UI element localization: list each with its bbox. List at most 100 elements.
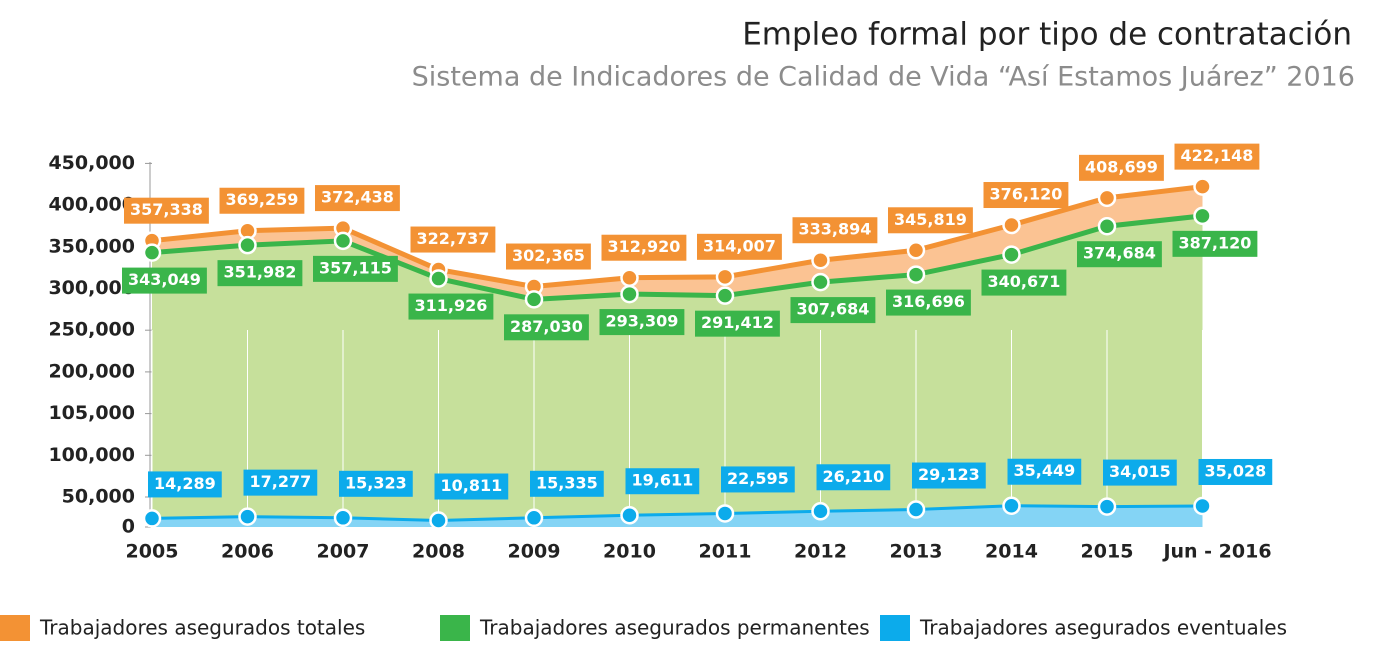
data-label: 376,120 (983, 182, 1069, 209)
label-box (1172, 230, 1258, 257)
series-line (151, 213, 1203, 302)
data-label: 35,449 (1007, 458, 1082, 485)
data-label: 357,115 (313, 255, 398, 282)
data-point (906, 241, 926, 260)
label-box (530, 470, 604, 497)
data-label: 307,684 (790, 297, 876, 324)
data-label: 10,811 (434, 473, 509, 500)
data-point (524, 508, 544, 528)
data-point (1002, 496, 1021, 515)
data-label: 316,696 (886, 289, 971, 316)
label-box (625, 468, 700, 495)
series-line (151, 184, 1203, 290)
label-text: 291,412 (701, 313, 774, 332)
label-box (792, 217, 878, 244)
y-tick-label: 105,000 (48, 402, 135, 424)
data-point (715, 286, 735, 305)
label-box (148, 471, 222, 498)
data-point (429, 269, 448, 288)
data-point (811, 272, 830, 292)
legend-swatch (440, 615, 470, 641)
label-text: 340,671 (988, 272, 1061, 291)
label-box (981, 269, 1067, 296)
label-box (695, 310, 780, 337)
legend-label: Trabajadores asegurados totales (39, 616, 365, 640)
data-label: 15,323 (339, 470, 413, 497)
data-point (620, 268, 639, 287)
data-label: 322,737 (410, 226, 496, 253)
label-box (339, 470, 413, 497)
data-label: 291,412 (695, 310, 780, 337)
label-text: 287,030 (510, 317, 583, 336)
label-text: 35,028 (1205, 461, 1267, 480)
data-label: 34,015 (1103, 459, 1177, 486)
data-point (1193, 206, 1212, 226)
label-box (410, 226, 496, 253)
x-tick-label: 2012 (794, 541, 847, 563)
label-box (122, 267, 207, 294)
data-point (620, 284, 639, 304)
label-text: 343,049 (128, 270, 201, 289)
label-text: 10,811 (441, 476, 503, 495)
label-box (888, 207, 973, 234)
label-text: 316,696 (892, 292, 965, 311)
label-box (408, 293, 494, 320)
data-point (1097, 188, 1117, 208)
series-line (151, 504, 1203, 523)
label-text: 293,309 (606, 312, 679, 331)
y-tick-label: 50,000 (62, 486, 135, 508)
x-tick-label: Jun - 2016 (1161, 541, 1271, 563)
area-eventuales (152, 505, 1203, 527)
label-text: 15,323 (345, 473, 407, 492)
data-label: 345,819 (888, 207, 973, 234)
data-label: 26,210 (816, 464, 891, 491)
legend-label: Trabajadores asegurados permanentes (479, 616, 870, 640)
data-point (715, 504, 735, 523)
y-tick-label: 100,000 (48, 444, 135, 466)
label-box (1077, 241, 1162, 268)
data-label: 422,148 (1174, 143, 1260, 170)
label-text: 307,684 (797, 300, 870, 319)
label-text: 19,611 (632, 471, 694, 490)
label-box (912, 462, 986, 489)
chart-subtitle: Sistema de Indicadores de Calidad de Vid… (412, 62, 1355, 93)
label-text: 322,737 (417, 229, 490, 248)
label-box (1007, 458, 1082, 485)
data-point (142, 509, 162, 528)
data-point (1193, 177, 1212, 196)
label-box (434, 473, 509, 500)
data-label: 357,338 (124, 197, 209, 224)
label-box (506, 243, 591, 270)
label-box (697, 233, 782, 260)
label-text: 408,699 (1085, 157, 1158, 176)
data-label: 408,699 (1079, 154, 1164, 181)
label-box (601, 234, 687, 261)
label-text: 22,595 (727, 469, 789, 488)
data-label: 14,289 (148, 471, 222, 498)
data-label: 312,920 (601, 234, 687, 261)
data-point (333, 508, 353, 528)
label-text: 345,819 (894, 210, 967, 229)
y-tick-label: 300,000 (48, 277, 135, 299)
y-tick-label: 250,000 (48, 319, 135, 341)
x-tick-label: 2007 (317, 541, 370, 563)
label-box (313, 255, 398, 282)
label-box (504, 314, 589, 341)
y-tick-label: 200,000 (48, 360, 135, 382)
data-point (1193, 496, 1212, 516)
data-label: 17,277 (243, 469, 318, 496)
label-text: 376,120 (990, 185, 1063, 204)
data-point (1097, 216, 1117, 236)
x-tick-label: 2009 (508, 541, 561, 563)
label-text: 387,120 (1179, 233, 1252, 252)
legend-label: Trabajadores asegurados eventuales (919, 616, 1287, 640)
data-label: 374,684 (1077, 241, 1162, 268)
data-point (142, 243, 162, 262)
label-text: 372,438 (321, 188, 394, 207)
label-text: 29,123 (918, 465, 980, 484)
x-tick-label: 2015 (1081, 541, 1134, 563)
data-label: 340,671 (981, 269, 1067, 296)
label-text: 26,210 (823, 467, 885, 486)
label-box (1174, 143, 1260, 170)
data-label: 343,049 (122, 267, 207, 294)
